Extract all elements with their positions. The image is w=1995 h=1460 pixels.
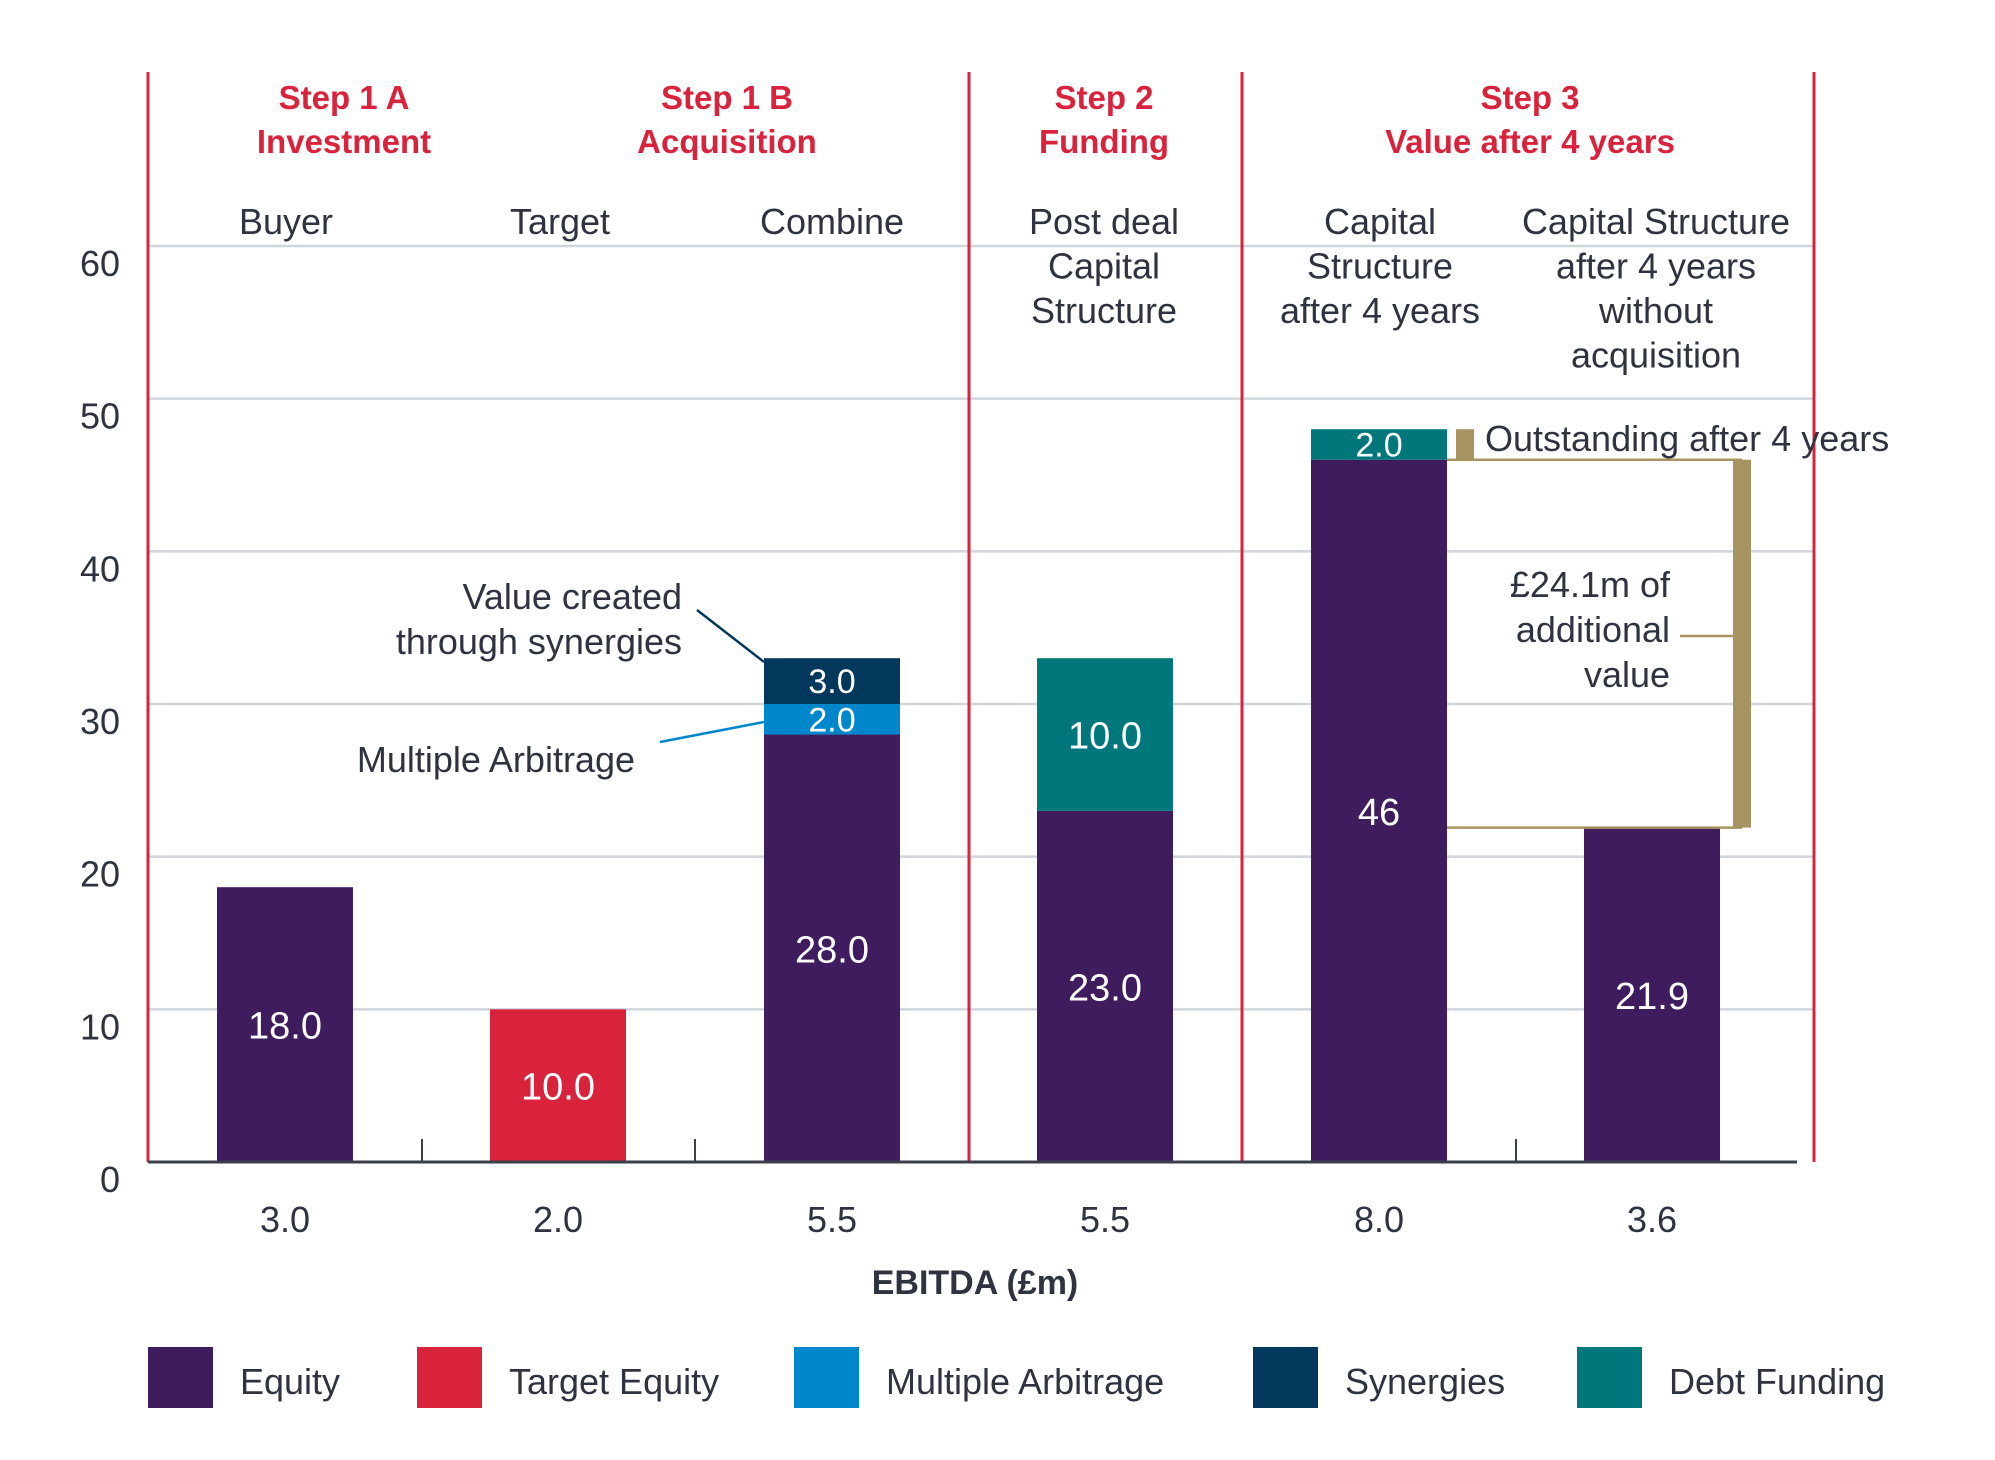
legend-label: Target Equity: [509, 1361, 719, 1402]
bar-equity: [217, 887, 353, 1162]
category-label: Capital: [1324, 201, 1436, 242]
additional-value-annotation: additional: [1516, 609, 1670, 650]
legend-label: Multiple Arbitrage: [886, 1361, 1164, 1402]
step-title: Step 2: [1054, 79, 1153, 116]
category-label: without: [1598, 290, 1713, 331]
category-label: after 4 years: [1556, 246, 1756, 287]
category-label: Capital Structure: [1522, 201, 1790, 242]
x-tick-label: 2.0: [533, 1199, 583, 1240]
legend-swatch-debt-funding: [1577, 1347, 1642, 1408]
bar-value-label: 21.9: [1615, 976, 1689, 1018]
legend: Equity Target Equity Multiple Arbitrage Syn…: [148, 1347, 1885, 1408]
outstanding-annotation: Outstanding after 4 years: [1485, 418, 1889, 459]
y-tick-label: 10: [80, 1006, 120, 1047]
step-title: Step 1 B: [661, 79, 793, 116]
legend-swatch-multiple-arbitrage: [794, 1347, 859, 1408]
synergies-leader-line: [696, 609, 765, 663]
bar-equity: [1037, 810, 1173, 1162]
bar-value-label: 46: [1358, 792, 1400, 834]
step-title: Step 3: [1480, 79, 1579, 116]
x-tick-label: 3.0: [260, 1199, 310, 1240]
bar-value-label: 2.0: [808, 701, 855, 739]
legend-swatch-target-equity: [417, 1347, 482, 1408]
step-subtitle: Acquisition: [637, 123, 817, 160]
step-headers: Step 1 A Investment Step 1 B Acquisition Ste…: [239, 79, 1790, 376]
bar-value-label: 10.0: [1068, 716, 1142, 758]
category-label: Post deal: [1029, 201, 1179, 242]
synergies-annotation: through synergies: [396, 621, 682, 662]
category-label: Target: [510, 201, 610, 242]
bar-equity: [1311, 459, 1447, 1162]
bar-value-label: 23.0: [1068, 967, 1142, 1009]
category-label: Combine: [760, 201, 904, 242]
bar-value-label: 10.0: [521, 1067, 595, 1109]
gridlines: [148, 244, 1814, 1011]
step-subtitle: Investment: [257, 123, 431, 160]
additional-value-bracket: [1733, 459, 1751, 828]
category-label: Buyer: [239, 201, 333, 242]
x-tick-label: 5.5: [1080, 1199, 1130, 1240]
y-tick-label: 20: [80, 854, 120, 895]
y-tick-label: 0: [100, 1159, 120, 1200]
bar-equity: [1584, 827, 1720, 1162]
category-label: Structure: [1031, 290, 1177, 331]
x-tick-label: 3.6: [1627, 1199, 1677, 1240]
category-label: acquisition: [1571, 335, 1741, 376]
additional-value-annotation: £24.1m of: [1510, 564, 1671, 605]
multiple-arbitrage-annotation: Multiple Arbitrage: [357, 739, 635, 780]
x-tick-label: 5.5: [807, 1199, 857, 1240]
category-label: Capital: [1048, 246, 1160, 287]
x-tick-label: 8.0: [1354, 1199, 1404, 1240]
bar-target-equity: [490, 1009, 626, 1162]
legend-label: Synergies: [1345, 1361, 1505, 1402]
step-subtitle: Value after 4 years: [1385, 123, 1675, 160]
category-label: Structure: [1307, 246, 1453, 287]
bar-value-label: 28.0: [795, 929, 869, 971]
y-tick-label: 60: [80, 243, 120, 284]
y-tick-label: 30: [80, 701, 120, 742]
bar-value-label: 18.0: [248, 1006, 322, 1048]
y-tick-label: 50: [80, 396, 120, 437]
outstanding-marker: [1456, 429, 1474, 460]
legend-swatch-synergies: [1253, 1347, 1318, 1408]
x-axis-title: EBITDA (£m): [872, 1264, 1079, 1302]
step-subtitle: Funding: [1039, 123, 1169, 160]
category-label: after 4 years: [1280, 290, 1480, 331]
additional-value-annotation: value: [1584, 654, 1670, 695]
bar-multiple-arbitrage: [764, 704, 900, 735]
bar-equity: [764, 734, 900, 1162]
y-tick-label: 40: [80, 548, 120, 589]
synergies-annotation: Value created: [463, 576, 682, 617]
bar-synergies: [764, 658, 900, 704]
bar-value-label: 3.0: [808, 663, 855, 701]
bar-debt-funding: [1037, 658, 1173, 811]
legend-label: Equity: [240, 1361, 340, 1402]
legend-label: Debt Funding: [1669, 1361, 1885, 1402]
legend-swatch-equity: [148, 1347, 213, 1408]
multiple-arbitrage-leader-line: [659, 720, 765, 744]
bar-value-label: 2.0: [1355, 426, 1402, 464]
step-title: Step 1 A: [279, 79, 410, 116]
bar-debt-funding: [1311, 429, 1447, 460]
